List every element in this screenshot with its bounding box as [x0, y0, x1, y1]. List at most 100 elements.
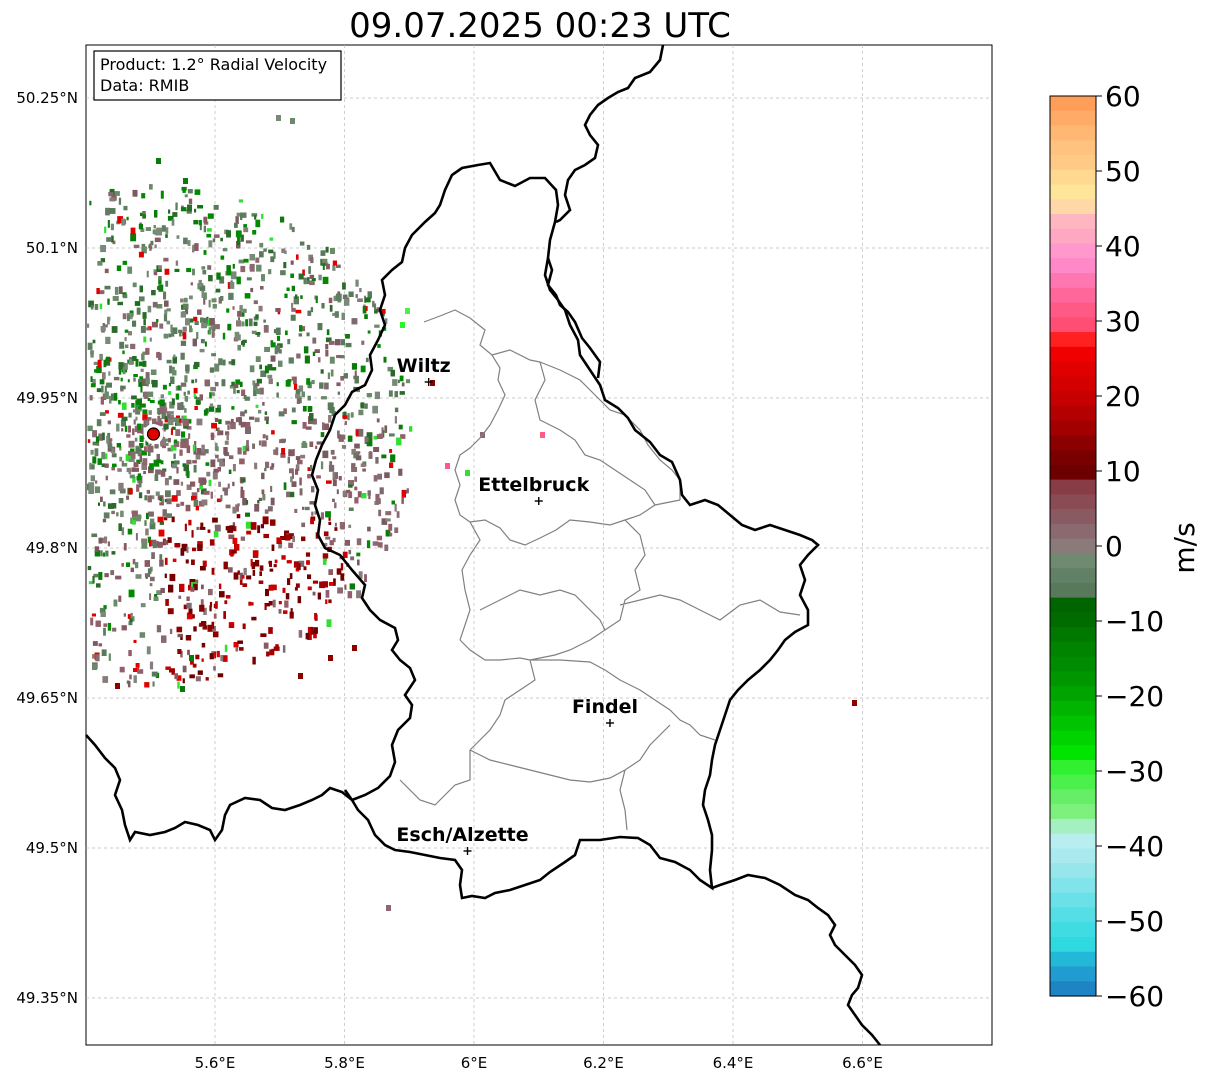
echo-pixel — [118, 362, 124, 370]
echo-pixel — [261, 440, 267, 447]
echo-pixel — [367, 526, 371, 532]
echo-pixel — [89, 395, 93, 401]
echo-pixel — [103, 605, 107, 610]
echo-pixel — [228, 282, 235, 289]
echo-pixel — [90, 352, 94, 358]
echo-pixel — [260, 370, 267, 377]
echo-pixel — [202, 270, 207, 275]
echo-pixel — [103, 501, 106, 507]
echo-pixel — [273, 564, 277, 568]
echo-pixel — [132, 320, 137, 327]
echo-pixel — [173, 439, 178, 443]
echo-pixel — [295, 468, 299, 475]
echo-pixel — [131, 518, 136, 525]
echo-pixel — [299, 488, 303, 496]
echo-pixel — [226, 230, 231, 238]
echo-pixel — [149, 463, 154, 470]
colorbar-swatch — [1050, 494, 1096, 510]
echo-pixel — [131, 395, 137, 400]
echo-pixel — [96, 288, 100, 295]
echo-pixel — [133, 639, 137, 643]
echo-pixel — [261, 213, 264, 219]
echo-pixel — [139, 632, 146, 638]
echo-pixel — [205, 382, 211, 387]
echo-pixel — [322, 276, 329, 284]
colorbar-swatch — [1050, 361, 1096, 377]
echo-pixel — [283, 262, 287, 269]
echo-pixel — [231, 550, 237, 554]
echo-pixel — [167, 215, 174, 221]
echo-pixel — [135, 416, 138, 421]
echo-pixel — [154, 444, 159, 449]
echo-pixel — [242, 623, 246, 630]
echo-pixel — [252, 569, 256, 576]
echo-pixel — [90, 376, 93, 383]
echo-pixel — [144, 682, 150, 688]
echo-pixel — [297, 459, 303, 465]
echo-pixel — [188, 519, 192, 526]
echo-pixel — [157, 420, 161, 426]
echo-pixel — [207, 529, 211, 533]
echo-pixel — [203, 216, 208, 223]
echo-pixel — [199, 604, 205, 612]
echo-pixel — [140, 212, 143, 217]
echo-pixel — [135, 574, 142, 579]
echo-pixel — [262, 434, 266, 439]
echo-pixel — [249, 365, 255, 373]
echo-pixel — [163, 438, 170, 442]
echo-pixel — [311, 486, 315, 493]
echo-pixel — [385, 529, 391, 537]
echo-pixel — [392, 379, 398, 386]
echo-pixel — [91, 613, 96, 617]
echo-pixel — [134, 425, 138, 433]
echo-pixel — [217, 458, 223, 463]
echo-pixel — [96, 583, 101, 588]
echo-pixel — [133, 675, 137, 683]
echo-pixel — [290, 608, 293, 616]
colorbar-swatch — [1050, 317, 1096, 333]
echo-pixel — [222, 655, 228, 662]
echo-pixel — [193, 626, 197, 632]
echo-pixel — [259, 565, 264, 571]
echo-pixel — [154, 210, 158, 218]
echo-pixel — [102, 676, 109, 683]
echo-pixel — [317, 592, 321, 600]
echo-pixel — [225, 595, 231, 599]
echo-pixel — [376, 418, 380, 423]
echo-pixel — [160, 460, 164, 465]
echo-pixel — [224, 644, 228, 652]
echo-pixel — [118, 400, 121, 405]
echo-pixel — [195, 505, 199, 511]
echo-pixel — [180, 382, 187, 387]
echo-pixel — [117, 468, 122, 472]
echo-pixel — [130, 612, 133, 616]
echo-pixel — [328, 297, 333, 304]
echo-pixel — [332, 498, 335, 502]
echo-pixel — [142, 312, 147, 319]
echo-pixel — [158, 276, 162, 281]
echo-pixel — [362, 306, 367, 314]
info-box-frame — [93, 50, 342, 101]
echo-pixel — [99, 412, 106, 416]
echo-pixel — [156, 590, 162, 595]
echo-pixel — [203, 317, 208, 324]
echo-pixel — [92, 378, 96, 387]
echo-pixel — [190, 586, 195, 592]
echo-pixel — [115, 683, 120, 689]
echo-pixel — [216, 498, 222, 503]
echo-pixel — [181, 431, 186, 438]
colorbar-swatch — [1050, 332, 1096, 348]
echo-pixel — [205, 408, 209, 414]
echo-pixel — [213, 204, 219, 210]
colorbar-label: m/s — [1168, 522, 1201, 573]
echo-pixel — [254, 215, 257, 220]
echo-pixel — [167, 537, 172, 543]
echo-pixel — [119, 446, 122, 451]
echo-pixel — [258, 305, 263, 312]
echo-pixel — [232, 481, 235, 487]
echo-pixel — [351, 363, 357, 370]
echo-pixel — [98, 502, 100, 506]
echo-pixel — [361, 340, 365, 345]
echo-pixel — [127, 528, 133, 535]
echo-pixel — [340, 339, 345, 346]
